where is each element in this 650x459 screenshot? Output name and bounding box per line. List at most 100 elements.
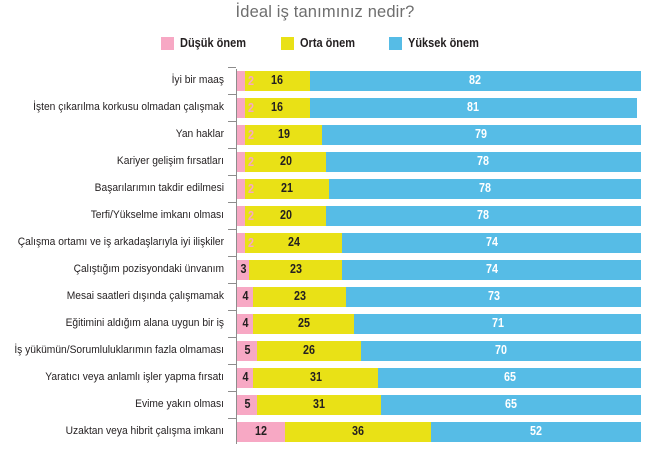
bar-segment-mid[interactable]: 31 [253, 367, 379, 388]
bar-segment-mid[interactable]: 25 [253, 313, 355, 334]
bar-segment-high[interactable]: 78 [325, 205, 641, 226]
bar-value-high: 52 [529, 424, 542, 439]
bar-segment-mid[interactable]: 23 [253, 286, 347, 307]
bar-value-high: 65 [505, 397, 517, 412]
stacked-bar: 2 19 79 [237, 124, 641, 145]
bar-segment-high[interactable]: 65 [380, 394, 641, 415]
stacked-bar: 2 16 81 [237, 97, 641, 118]
bar-segment-high[interactable]: 82 [309, 70, 641, 91]
category-label: Yaratıcı veya anlamlı işler yapma fırsat… [45, 370, 224, 383]
bar-value-low: 2 [248, 208, 255, 223]
legend-label-low: Düşük önem [180, 36, 247, 50]
bar-segment-mid[interactable]: 16 [245, 70, 310, 91]
bar-value-mid: 36 [352, 424, 365, 439]
category-label: Uzaktan veya hibrit çalışma imkanı [65, 424, 224, 437]
bar-value-mid: 31 [309, 370, 322, 385]
stacked-bar: 2 20 78 [237, 151, 641, 172]
bar-segment-mid[interactable]: 20 [245, 151, 326, 172]
bar-row: Kariyer gelişim fırsatları 2 20 78 [0, 148, 650, 175]
category-label: Başarılarımın takdir edilmesi [94, 181, 224, 194]
bar-segment-high[interactable]: 74 [342, 259, 641, 280]
bar-row: Evime yakın olması 5 31 65 [0, 391, 650, 418]
bar-value-low: 5 [244, 343, 250, 358]
stacked-bar: 4 25 71 [237, 313, 641, 334]
bar-segment-low[interactable]: 3 [237, 259, 250, 280]
bar-row: İyi bir maaş 2 16 82 [0, 67, 650, 94]
stacked-bar: 12 36 52 [237, 421, 641, 442]
bar-segment-mid[interactable]: 21 [245, 178, 329, 199]
bar-segment-low[interactable]: 4 [237, 313, 254, 334]
bar-segment-high[interactable]: 81 [309, 97, 637, 118]
stacked-bar: 2 21 78 [237, 178, 642, 199]
bar-segment-low[interactable]: 5 [237, 340, 257, 361]
stacked-bar: 2 24 74 [237, 232, 641, 253]
bar-segment-mid[interactable]: 23 [249, 259, 343, 280]
legend-item-low[interactable]: Düşük önem [161, 36, 255, 50]
bar-row: Uzaktan veya hibrit çalışma imkanı 12 36 52 [0, 418, 650, 445]
legend-swatch-high [388, 36, 402, 50]
category-label: Kariyer gelişim fırsatları [116, 154, 224, 167]
bar-value-high: 65 [503, 370, 516, 385]
bar-value-high: 78 [479, 181, 491, 196]
bar-segment-low[interactable]: 2 [237, 205, 254, 226]
bar-row: Terfi/Yükselme imkanı olması 2 20 78 [0, 202, 650, 229]
stacked-bar: 2 16 82 [237, 70, 641, 91]
bar-row: İşten çıkarılma korkusu olmadan çalışmak… [0, 94, 650, 121]
bar-segment-high[interactable]: 65 [378, 367, 641, 388]
axis-tick [228, 310, 236, 312]
bar-value-mid: 23 [293, 289, 306, 304]
bar-segment-low[interactable]: 2 [237, 70, 254, 91]
bar-value-mid: 31 [313, 397, 325, 412]
axis-tick [228, 175, 236, 177]
bar-segment-low[interactable]: 4 [237, 367, 254, 388]
bar-segment-low[interactable]: 2 [237, 178, 254, 199]
bar-value-low: 2 [248, 235, 255, 250]
bar-segment-low[interactable]: 2 [237, 124, 254, 145]
axis-tick [228, 418, 236, 420]
bar-segment-mid[interactable]: 31 [256, 394, 381, 415]
legend-item-mid[interactable]: Orta önem [281, 36, 363, 50]
bar-segment-low[interactable]: 5 [237, 394, 257, 415]
axis-tick [228, 337, 236, 339]
stacked-bar: 4 31 65 [237, 367, 641, 388]
axis-tick [228, 202, 236, 204]
bar-segment-mid[interactable]: 19 [245, 124, 322, 145]
bar-segment-high[interactable]: 78 [325, 151, 641, 172]
bar-value-low: 4 [242, 289, 249, 304]
bar-segment-high[interactable]: 74 [342, 232, 641, 253]
bar-value-high: 70 [495, 343, 507, 358]
bar-segment-high[interactable]: 79 [321, 124, 641, 145]
bar-segment-low[interactable]: 2 [237, 97, 254, 118]
bar-segment-high[interactable]: 52 [430, 421, 641, 442]
legend-item-high[interactable]: Yüksek önem [388, 36, 489, 50]
bar-segment-low[interactable]: 2 [237, 151, 254, 172]
bar-segment-low[interactable]: 4 [237, 286, 254, 307]
bar-value-mid: 19 [277, 127, 290, 142]
bar-row: Çalışma ortamı ve iş arkadaşlarıyla iyi … [0, 229, 650, 256]
legend-swatch-mid [281, 36, 295, 50]
bar-segment-high[interactable]: 78 [329, 178, 642, 199]
plot-area: İyi bir maaş 2 16 82 İşten çıkarılma korkusu… [0, 67, 650, 452]
bar-value-high: 81 [467, 100, 480, 115]
axis-tick [228, 67, 236, 69]
axis-tick [228, 94, 236, 96]
bar-row: Mesai saatleri dışında çalışmamak 4 23 73 [0, 283, 650, 310]
bar-segment-high[interactable]: 71 [354, 313, 641, 334]
axis-tick [228, 229, 236, 231]
stacked-bar: 2 20 78 [237, 205, 641, 226]
bar-segment-low[interactable]: 2 [237, 232, 254, 253]
bar-value-low: 4 [242, 370, 249, 385]
chart-legend: Düşük önem Orta önem Yüksek önem [0, 36, 650, 50]
category-label: Mesai saatleri dışında çalışmamak [66, 289, 224, 302]
bar-segment-mid[interactable]: 24 [245, 232, 343, 253]
bar-segment-low[interactable]: 12 [237, 421, 286, 442]
bar-segment-mid[interactable]: 16 [245, 97, 310, 118]
legend-label-mid: Orta önem [300, 36, 356, 50]
bar-segment-mid[interactable]: 20 [245, 205, 326, 226]
bar-segment-high[interactable]: 73 [346, 286, 641, 307]
bar-value-high: 78 [477, 154, 490, 169]
bar-segment-mid[interactable]: 26 [256, 340, 361, 361]
bar-segment-mid[interactable]: 36 [285, 421, 431, 442]
bar-segment-high[interactable]: 70 [360, 340, 641, 361]
